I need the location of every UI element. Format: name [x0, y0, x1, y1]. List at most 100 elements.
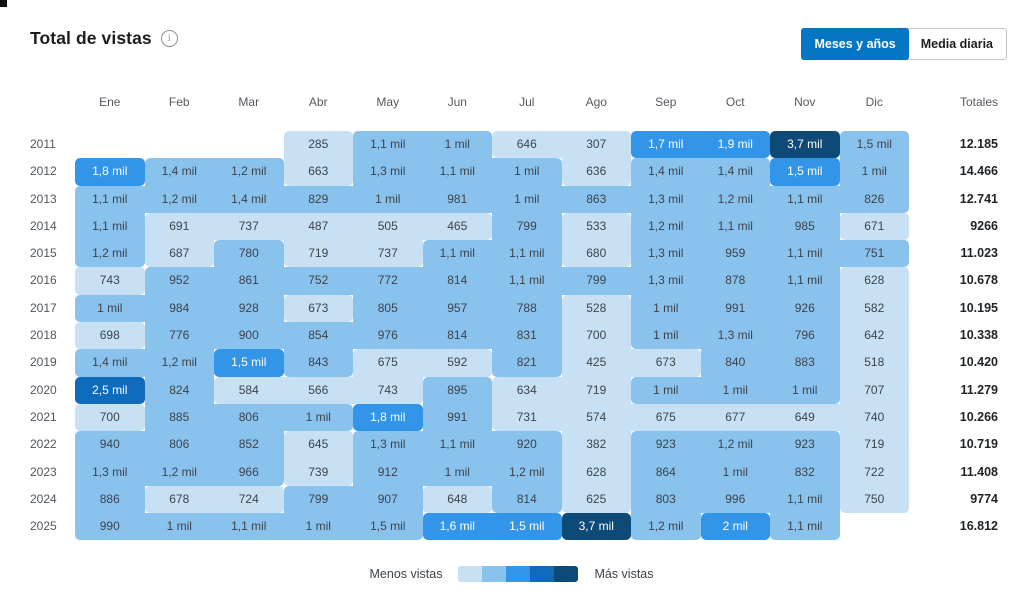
heatmap-cell: 1,1 mil — [770, 513, 840, 541]
row-total-2013: 12.741 — [959, 191, 998, 206]
heatmap-cell: 3,7 mil — [770, 131, 840, 159]
heatmap-cell: 719 — [283, 240, 353, 268]
heatmap-cell: 907 — [353, 485, 423, 514]
heatmap-cell: 1,2 mil — [700, 185, 770, 213]
heatmap-cell: 814 — [492, 485, 562, 514]
row-total-2021: 10.266 — [959, 409, 998, 424]
legend-swatch-5 — [554, 566, 579, 582]
heatmap-cell: 1,2 mil — [631, 212, 701, 241]
heatmap-cell: 1,5 mil — [492, 513, 562, 541]
info-icon[interactable]: i — [160, 30, 178, 47]
heatmap-cell: 776 — [144, 322, 214, 350]
row-total-2020: 11.279 — [960, 382, 998, 397]
heatmap-cell: 646 — [492, 131, 562, 159]
heatmap-cell: 1,2 mil — [214, 158, 284, 186]
heatmap-cell: 1,9 mil — [700, 131, 770, 159]
heatmap-cell: 878 — [700, 267, 770, 295]
row-label-2018: 2018 — [30, 328, 57, 343]
heatmap-cell: 799 — [283, 485, 353, 514]
heatmap-cell: 886 — [75, 485, 145, 514]
row-label-2024: 2024 — [30, 491, 57, 506]
row-label-2023: 2023 — [30, 464, 57, 479]
heatmap-cell: 805 — [353, 294, 423, 323]
heatmap-cell: 307 — [561, 131, 631, 159]
heatmap-cell: 505 — [353, 212, 423, 241]
heatmap-cell: 648 — [422, 485, 492, 514]
heatmap-cell: 1,3 mil — [75, 458, 145, 486]
heatmap-cell: 675 — [353, 349, 423, 377]
column-header-ene: Ene — [99, 95, 121, 109]
heatmap-cell: 698 — [75, 322, 145, 350]
heatmap-cell: 1 mil — [353, 185, 423, 213]
column-header-may: May — [376, 95, 400, 109]
heatmap-cell: 625 — [561, 485, 631, 514]
heatmap-cell: 940 — [75, 431, 145, 459]
heatmap-cell: 677 — [700, 403, 770, 432]
heatmap-cell: 796 — [770, 322, 840, 350]
row-total-2019: 10.420 — [959, 355, 998, 370]
heatmap-cell: 1 mil — [75, 294, 145, 323]
heatmap-cell: 1 mil — [631, 376, 701, 404]
heatmap-cell: 1,5 mil — [839, 131, 909, 159]
heatmap-legend: Menos vistas Más vistas — [0, 566, 1023, 582]
heatmap-cell: 673 — [283, 294, 353, 323]
heatmap-cell: 1 mil — [839, 158, 909, 186]
row-label-2012: 2012 — [30, 164, 57, 179]
heatmap-cell: 634 — [492, 376, 562, 404]
column-header-sep: Sep — [655, 95, 677, 109]
row-label-2017: 2017 — [30, 300, 57, 315]
heatmap-cell: 799 — [492, 212, 562, 241]
row-total-2022: 10.719 — [959, 437, 998, 452]
row-total-2017: 10.195 — [959, 300, 998, 315]
heatmap-cell: 996 — [700, 485, 770, 514]
row-total-2025: 16.812 — [959, 519, 998, 534]
heatmap-cell: 1,5 mil — [214, 349, 284, 377]
heatmap-cell: 832 — [770, 458, 840, 486]
heatmap-cell: 574 — [561, 403, 631, 432]
heatmap-cell: 990 — [75, 513, 145, 541]
heatmap-cell: 788 — [492, 294, 562, 323]
heatmap-cell — [840, 513, 910, 540]
toggle-media-diaria[interactable]: Media diaria — [908, 29, 1006, 59]
heatmap-cell: 772 — [353, 267, 423, 295]
heatmap-cell: 1 mil — [422, 131, 492, 159]
heatmap-cell: 382 — [561, 431, 631, 459]
heatmap-grid: Ene Feb Mar Abr May Jun Jul Ago Sep Oct Nov Dic Tota… — [30, 94, 1000, 541]
heatmap-cell: 582 — [839, 294, 909, 323]
heatmap-cell: 719 — [839, 431, 909, 459]
heatmap-cell: 1 mil — [283, 403, 353, 432]
heatmap-cell: 920 — [492, 431, 562, 459]
heatmap-cell: 649 — [770, 403, 840, 432]
heatmap-cell: 584 — [214, 376, 284, 404]
heatmap-cell: 1,3 mil — [631, 185, 701, 213]
legend-swatch-1 — [458, 566, 483, 582]
heatmap-cell: 984 — [144, 294, 214, 323]
heatmap-cell: 1,3 mil — [631, 267, 701, 295]
heatmap-cell: 1,4 mil — [214, 185, 284, 213]
column-header-totales: Totales — [959, 95, 998, 109]
heatmap-cell: 465 — [422, 212, 492, 241]
heatmap-cell: 687 — [144, 240, 214, 268]
row-total-2011: 12.185 — [959, 137, 998, 151]
heatmap-cell: 824 — [144, 376, 214, 404]
legend-swatch-3 — [506, 566, 531, 582]
heatmap-cell: 737 — [353, 240, 423, 268]
legend-max-label: Más vistas — [594, 567, 654, 581]
heatmap-cell: 680 — [561, 240, 631, 268]
row-total-2018: 10.338 — [959, 328, 998, 343]
heatmap-cell: 966 — [214, 458, 284, 486]
heatmap-cell: 1 mil — [492, 158, 562, 186]
column-header-mar: Mar — [238, 95, 260, 109]
heatmap-cell: 1,1 mil — [492, 267, 562, 295]
heatmap-cell: 991 — [700, 294, 770, 323]
heatmap-cell: 1 mil — [631, 322, 701, 350]
row-label-2021: 2021 — [30, 409, 57, 424]
heatmap-cell: 1,4 mil — [144, 158, 214, 186]
heatmap-cell: 883 — [770, 349, 840, 377]
heatmap-cell: 985 — [770, 212, 840, 241]
heatmap-cell: 1,1 mil — [422, 158, 492, 186]
heatmap-cell: 750 — [839, 485, 909, 514]
toggle-meses-y-anos[interactable]: Meses y años — [801, 28, 909, 60]
heatmap-cell: 852 — [214, 431, 284, 459]
heatmap-cell: 1,1 mil — [770, 240, 840, 268]
